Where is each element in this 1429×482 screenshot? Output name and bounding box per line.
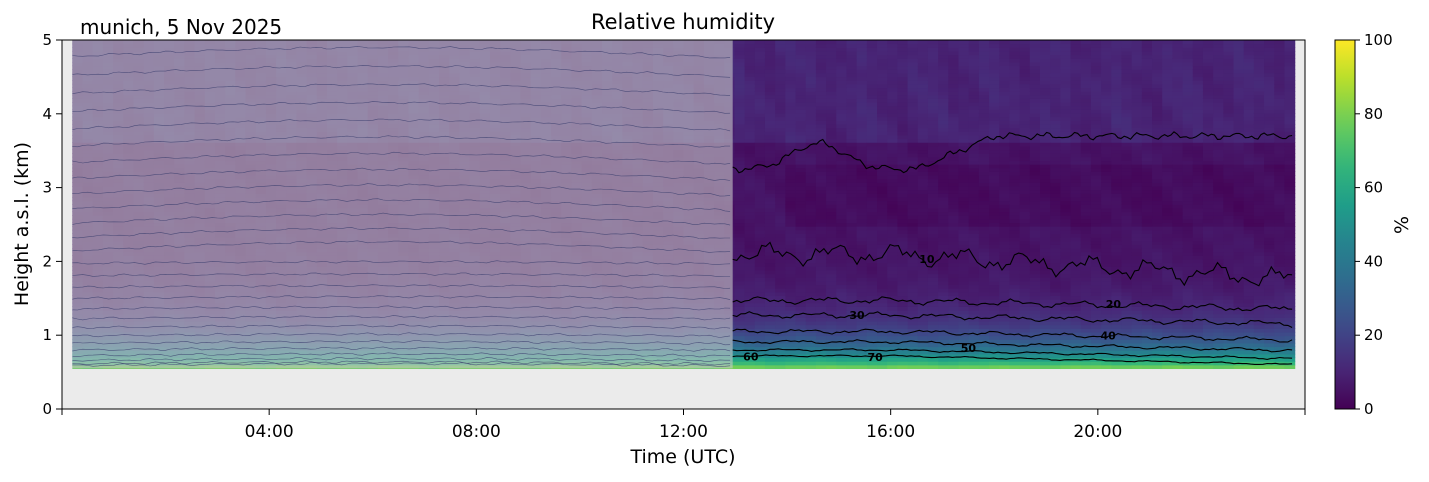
plot-area: 102030405060 70: [62, 40, 1305, 409]
